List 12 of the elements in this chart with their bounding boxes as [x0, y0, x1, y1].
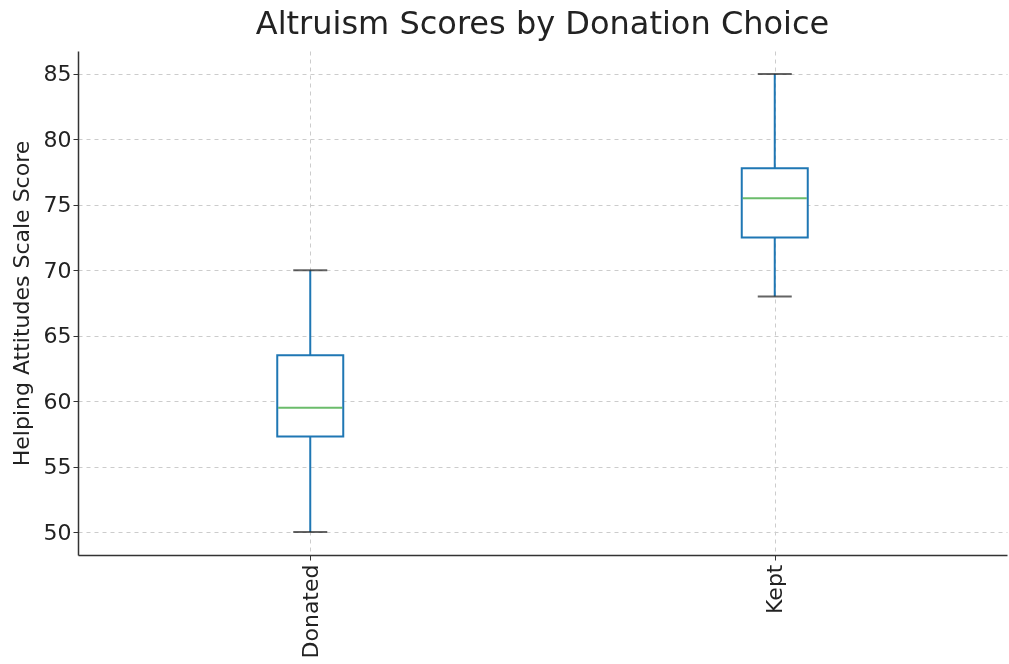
y-tick-label: 55	[43, 454, 72, 480]
x-tick-label: Kept	[762, 564, 788, 614]
y-axis-title: Helping Attitudes Scale Score	[8, 140, 34, 467]
chart-title: Altruism Scores by Donation Choice	[255, 4, 830, 42]
y-tick-label: 70	[43, 257, 72, 283]
y-tick-label: 75	[43, 192, 72, 218]
y-tick-label: 60	[43, 388, 72, 414]
y-tick-label: 65	[43, 323, 72, 349]
y-tick-label: 80	[43, 126, 72, 152]
y-tick-label: 85	[43, 61, 72, 87]
y-tick-label: 50	[43, 519, 72, 545]
x-tick-label: Donated	[297, 564, 323, 659]
